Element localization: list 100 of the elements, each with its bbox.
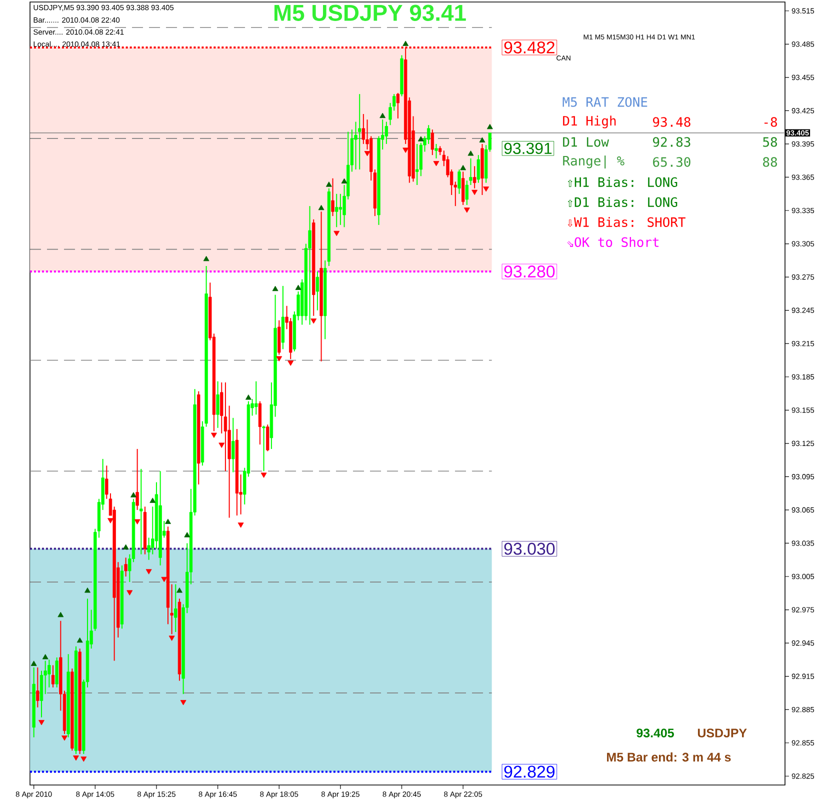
point bbox=[122, 544, 129, 550]
candlestick bbox=[216, 380, 220, 428]
point bbox=[364, 151, 370, 156]
point bbox=[479, 137, 486, 142]
point bbox=[150, 498, 156, 503]
candlestick bbox=[124, 557, 128, 577]
annotation: 92.83 bbox=[653, 137, 690, 147]
candlestick bbox=[430, 129, 434, 156]
candlestick bbox=[136, 448, 139, 510]
point bbox=[108, 518, 114, 524]
point bbox=[433, 161, 440, 166]
ref-line-label: 92.829 bbox=[504, 766, 555, 778]
point bbox=[402, 40, 409, 46]
point bbox=[326, 182, 332, 187]
point bbox=[42, 654, 48, 660]
candlestick bbox=[362, 114, 366, 144]
point bbox=[134, 519, 140, 524]
point bbox=[468, 150, 474, 156]
annotation: 58 bbox=[763, 137, 777, 147]
annotation: ⇧H1 Bias: LONG bbox=[568, 176, 678, 188]
annotation: 88 bbox=[763, 157, 777, 167]
point bbox=[210, 432, 217, 438]
point bbox=[276, 356, 282, 362]
point bbox=[460, 164, 466, 170]
point bbox=[310, 318, 317, 324]
point bbox=[76, 637, 83, 643]
point bbox=[341, 178, 348, 184]
point bbox=[464, 208, 470, 213]
point bbox=[130, 492, 136, 498]
point bbox=[165, 518, 171, 524]
annotation: ⇩W1 Bias: SHORT bbox=[568, 216, 686, 228]
annotation: USDJPY bbox=[698, 728, 747, 738]
point bbox=[334, 230, 340, 236]
candlestick bbox=[316, 271, 320, 311]
annotation: ⇧D1 Bias: LONG bbox=[568, 196, 678, 208]
point bbox=[472, 190, 478, 196]
candlestick bbox=[232, 417, 235, 473]
candlestick bbox=[55, 656, 58, 688]
candlestick bbox=[258, 400, 262, 446]
candlestick bbox=[338, 193, 342, 226]
point bbox=[73, 755, 79, 761]
candlestick bbox=[174, 584, 178, 632]
annotation: M5 RAT ZONE bbox=[562, 97, 648, 107]
point bbox=[418, 136, 424, 142]
annotation: -8 bbox=[764, 117, 777, 127]
point bbox=[126, 590, 133, 596]
candlestick bbox=[308, 206, 312, 326]
point bbox=[486, 124, 493, 130]
point bbox=[245, 394, 252, 400]
point bbox=[380, 112, 386, 118]
point bbox=[30, 660, 37, 666]
point bbox=[272, 286, 278, 292]
chart-title: M5 USDJPY 93.41 bbox=[274, 4, 466, 22]
candlestick bbox=[36, 666, 40, 708]
point bbox=[203, 256, 210, 262]
candlestick bbox=[254, 380, 258, 416]
annotation: D1 High bbox=[563, 116, 616, 128]
point bbox=[402, 148, 409, 153]
ref-line-label: 93.482 bbox=[504, 41, 554, 54]
point bbox=[180, 700, 186, 706]
candlestick bbox=[331, 178, 334, 217]
candlestick bbox=[476, 154, 480, 184]
point bbox=[295, 284, 302, 290]
annotation: 93.48 bbox=[653, 117, 690, 127]
point bbox=[483, 186, 490, 192]
annotation: 93.391 bbox=[504, 142, 552, 154]
point bbox=[168, 636, 175, 641]
candlestick bbox=[427, 124, 430, 144]
point bbox=[58, 612, 64, 618]
candlestick bbox=[51, 664, 55, 688]
point bbox=[62, 736, 68, 741]
candlestick bbox=[140, 468, 143, 555]
point bbox=[161, 576, 168, 582]
annotation: D1 Low bbox=[563, 137, 609, 147]
annotation: 93.405 bbox=[636, 728, 674, 738]
candlestick bbox=[335, 193, 338, 228]
point bbox=[146, 569, 152, 574]
candlestick bbox=[266, 424, 270, 452]
point bbox=[238, 522, 244, 528]
annotation: 65.30 bbox=[653, 157, 690, 167]
point bbox=[260, 472, 267, 478]
point bbox=[84, 588, 90, 593]
candlestick bbox=[105, 465, 108, 500]
candlestick bbox=[358, 94, 362, 170]
point bbox=[80, 756, 87, 762]
point bbox=[176, 588, 182, 593]
candlestick bbox=[262, 425, 266, 472]
annotation: Range| % bbox=[563, 156, 624, 168]
candlestick bbox=[396, 92, 400, 119]
point bbox=[218, 442, 225, 448]
point bbox=[38, 720, 44, 726]
point bbox=[184, 532, 190, 538]
candlestick bbox=[458, 168, 461, 194]
point bbox=[318, 204, 324, 210]
ref-line-label: 93.280 bbox=[504, 266, 555, 278]
ref-line-label: 93.030 bbox=[504, 542, 555, 555]
annotation: ⇘OK to Short bbox=[567, 236, 658, 248]
candlestick bbox=[434, 143, 438, 159]
annotation: M5 Bar end: 3 m 44 s bbox=[607, 752, 731, 762]
point bbox=[288, 360, 294, 366]
